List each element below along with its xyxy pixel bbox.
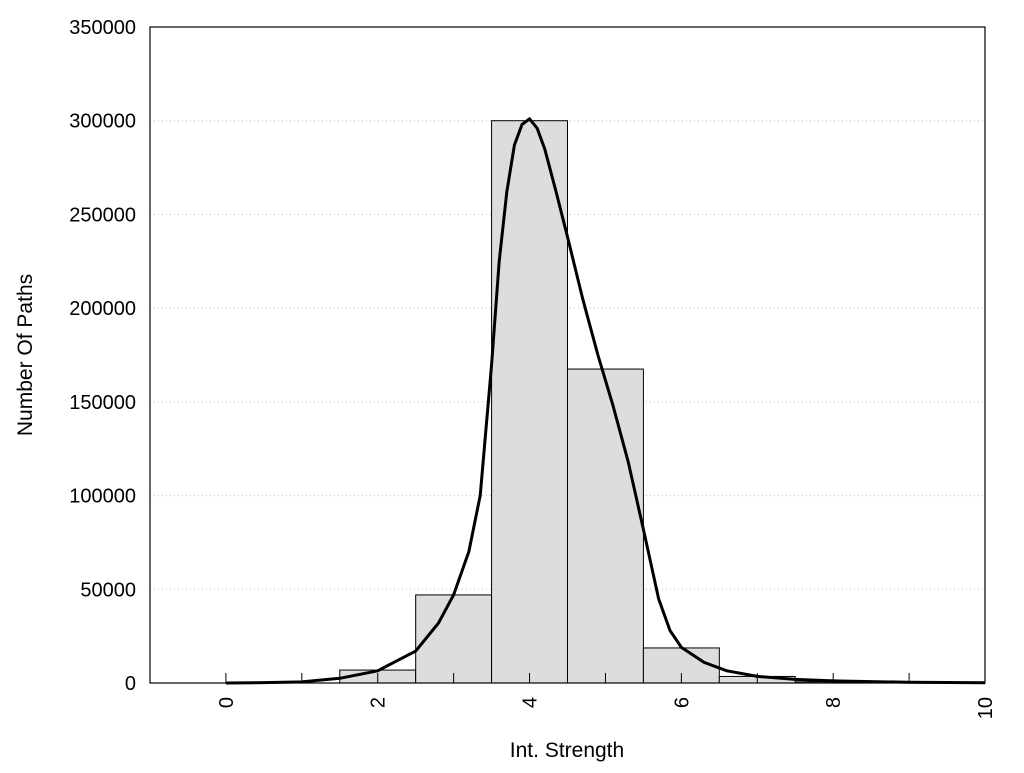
bar [415,594,493,684]
x-tick-label: 6 [671,697,693,708]
y-tick-label: 250000 [69,204,136,226]
plot-frame [149,26,986,684]
x-tick-labels: 0 2 4 6 8 10 [216,697,997,719]
x-tick-label: 4 [520,697,542,708]
y-tick-label: 200000 [69,298,136,320]
x-axis-label: Int. Strength [510,739,624,762]
x-tick-label: 2 [368,697,390,708]
bar [491,120,568,684]
fit-curve [225,117,986,685]
y-tick-labels: 0 50000 100000 150000 200000 250000 300000 3500… [69,17,136,695]
y-tick-label: 350000 [69,17,136,39]
x-tick-label: 8 [823,697,845,708]
bar [567,368,644,684]
y-tick-label: 150000 [69,392,136,414]
y-tick-label: 300000 [69,111,136,133]
x-tick-label: 10 [975,697,997,719]
y-tick-label: 0 [125,673,136,695]
x-tick-label: 0 [216,697,238,708]
y-tick-label: 50000 [80,579,136,601]
y-axis-label: Number Of Paths [14,274,37,436]
y-tick-label: 100000 [69,486,136,508]
bars [339,120,872,684]
